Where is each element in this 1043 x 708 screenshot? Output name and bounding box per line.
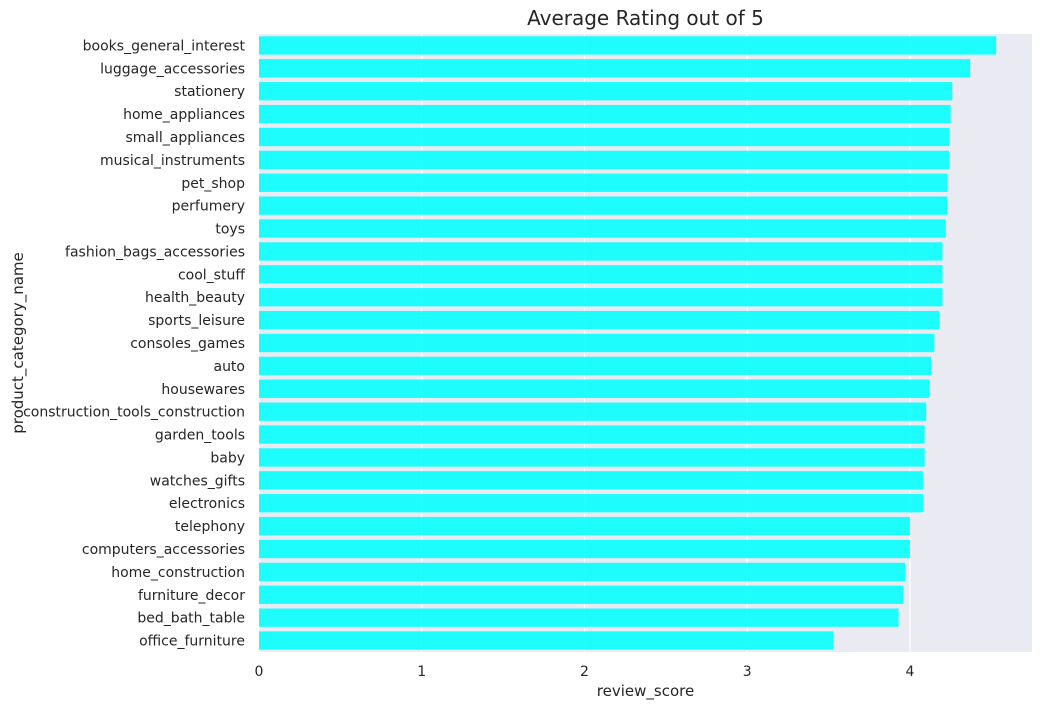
bar-furniture_decor (259, 585, 904, 604)
x-tick-label-4: 4 (905, 664, 914, 680)
bar-home_appliances (259, 104, 951, 124)
bar-books_general_interest (259, 36, 997, 55)
y-axis-label: product_category_name (9, 252, 28, 434)
bar-luggage_accessories (259, 59, 971, 78)
bar-baby (259, 448, 925, 467)
bar-perfumery (259, 196, 948, 215)
bar-small_appliances (259, 127, 950, 147)
y-tick-label-furniture_decor: furniture_decor (138, 588, 245, 604)
y-tick-label-fashion_bags_accessories: fashion_bags_accessories (65, 244, 245, 260)
bar-stationery (259, 82, 953, 101)
y-tick-label-bed_bath_table: bed_bath_table (137, 611, 245, 627)
bars (259, 36, 997, 650)
y-tick-label-toys: toys (215, 222, 245, 238)
bar-watches_gifts (259, 471, 923, 490)
bar-garden_tools (259, 425, 925, 444)
bar-telephony (259, 516, 910, 536)
y-tick-label-stationery: stationery (174, 84, 245, 100)
bar-cool_stuff (259, 265, 943, 284)
y-tick-label-computers_accessories: computers_accessories (82, 542, 245, 558)
chart-title: Average Rating out of 5 (527, 6, 764, 30)
y-tick-label-luggage_accessories: luggage_accessories (100, 61, 245, 77)
y-tick-label-home_construction: home_construction (111, 565, 245, 581)
bar-auto (259, 356, 932, 376)
x-axis-label: review_score (597, 682, 694, 701)
y-tick-label-perfumery: perfumery (172, 199, 245, 215)
bar-health_beauty (259, 288, 943, 307)
bar-toys (259, 219, 946, 238)
y-tick-label-garden_tools: garden_tools (155, 428, 245, 444)
y-tick-label-baby: baby (210, 450, 245, 466)
y-tick-label-health_beauty: health_beauty (145, 290, 245, 306)
x-tick-label-2: 2 (580, 664, 589, 680)
y-tick-label-musical_instruments: musical_instruments (100, 153, 245, 169)
y-tick-label-consoles_games: consoles_games (130, 336, 245, 352)
y-tick-label-pet_shop: pet_shop (181, 176, 245, 192)
bar-housewares (259, 379, 930, 398)
y-tick-label-telephony: telephony (175, 519, 245, 535)
y-tick-label-office_furniture: office_furniture (139, 634, 245, 650)
x-tick-label-3: 3 (743, 664, 752, 680)
y-tick-labels: books_general_interest luggage_accessorie… (23, 38, 245, 649)
y-tick-label-electronics: electronics (169, 496, 245, 512)
x-tick-labels: 0 1 2 3 4 (255, 664, 915, 680)
bar-musical_instruments (259, 150, 950, 170)
bar-bed_bath_table (259, 608, 899, 627)
y-tick-label-watches_gifts: watches_gifts (150, 473, 245, 489)
bar-home_construction (259, 562, 906, 582)
bar-sports_leisure (259, 310, 940, 330)
bar-fashion_bags_accessories (259, 242, 943, 261)
y-tick-label-sports_leisure: sports_leisure (148, 313, 245, 329)
bar-electronics (259, 494, 923, 513)
y-tick-label-housewares: housewares (161, 382, 245, 398)
y-tick-label-home_appliances: home_appliances (123, 107, 245, 123)
x-tick-label-1: 1 (417, 664, 426, 680)
bar-pet_shop (259, 173, 948, 192)
bar-consoles_games (259, 333, 935, 353)
bar-construction_tools_construction (259, 402, 927, 421)
y-tick-label-books_general_interest: books_general_interest (83, 38, 246, 54)
bar-computers_accessories (259, 539, 910, 559)
y-tick-label-cool_stuff: cool_stuff (178, 267, 245, 283)
y-tick-label-construction_tools_construction: construction_tools_construction (23, 405, 245, 421)
x-tick-label-0: 0 (255, 664, 264, 680)
y-tick-label-auto: auto (213, 359, 245, 375)
y-tick-label-small_appliances: small_appliances (126, 130, 245, 146)
bar-office_furniture (259, 631, 834, 650)
